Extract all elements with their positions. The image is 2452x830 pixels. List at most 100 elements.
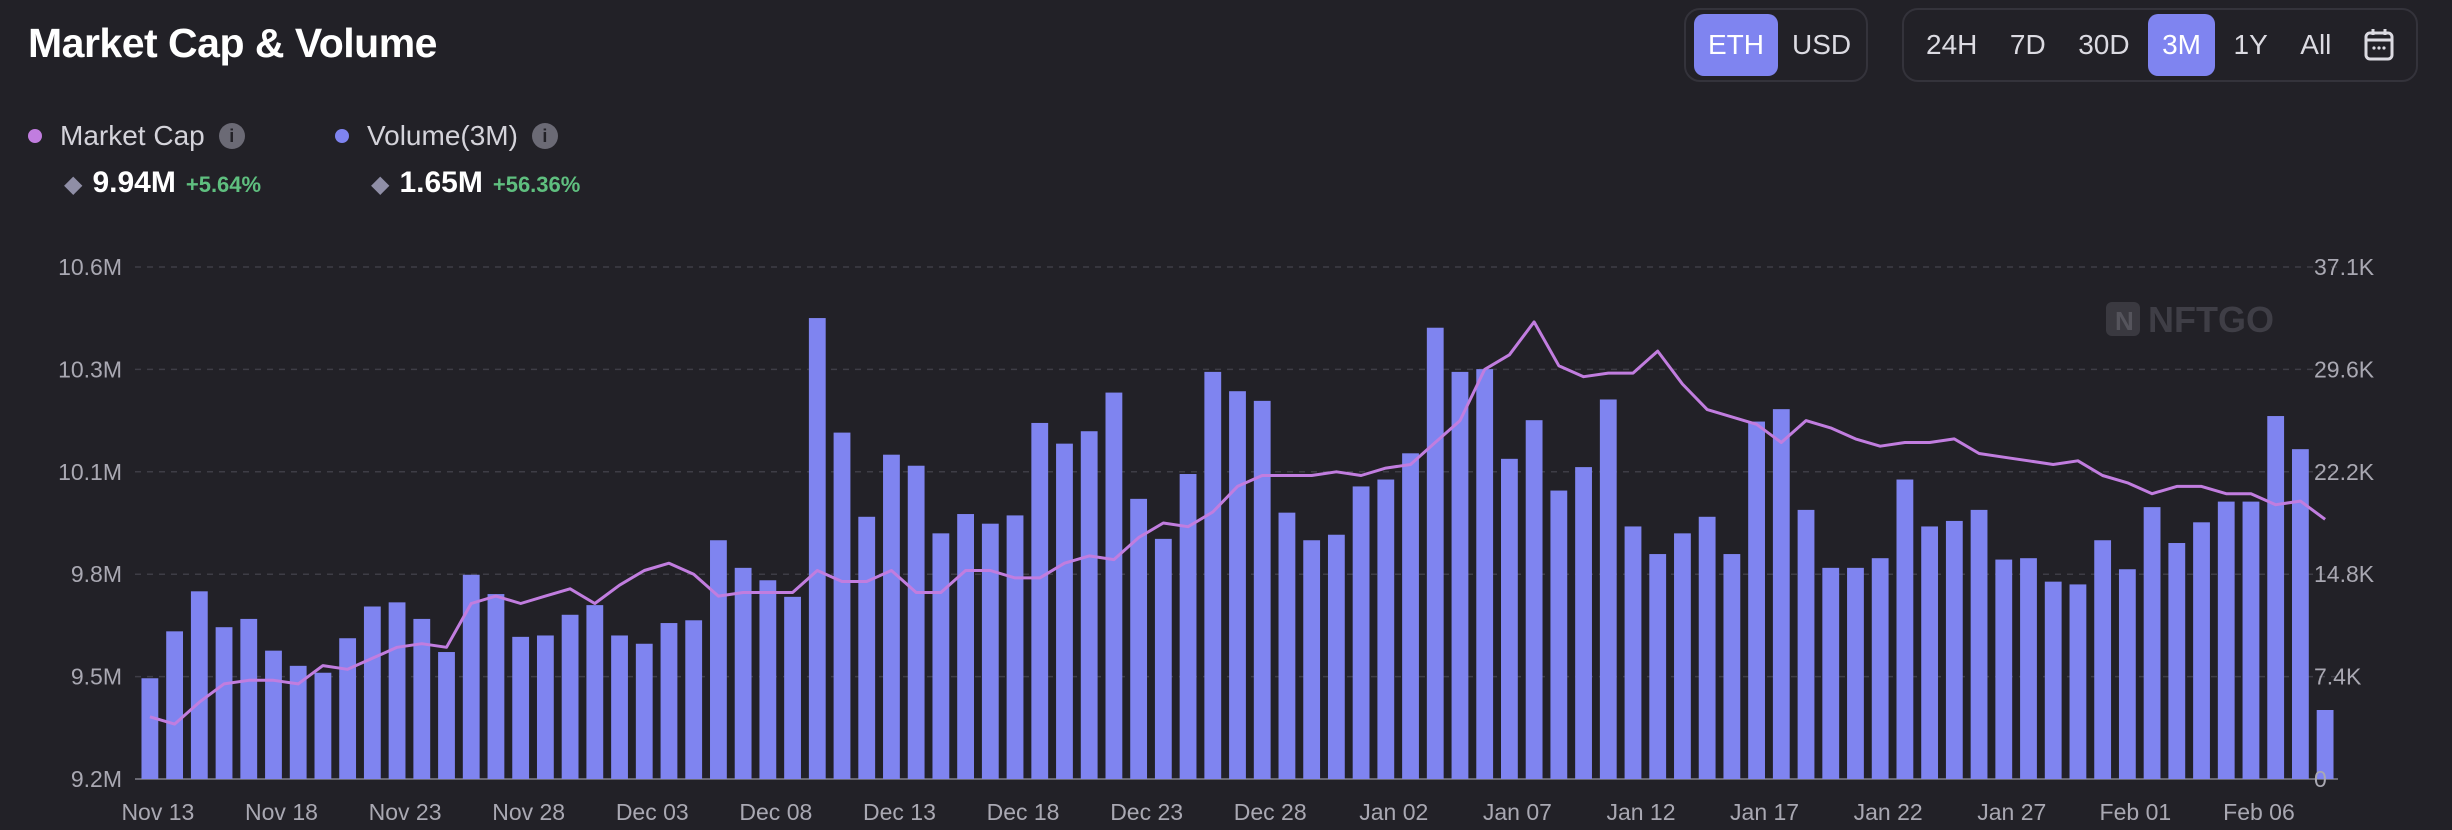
y-right-tick-label: 14.8K [2314, 561, 2375, 587]
volume-bar [1451, 371, 1469, 779]
volume-bar [734, 567, 752, 779]
x-tick-label: Dec 28 [1234, 799, 1307, 825]
y-right-tick-label: 29.6K [2314, 356, 2375, 382]
legend-volume[interactable]: Volume(3M) i ◆ 1.65M +56.36% [335, 120, 580, 200]
volume-bar [388, 602, 406, 779]
volume-bar [1970, 509, 1988, 779]
volume-bar [2242, 501, 2260, 779]
volume-bar [1723, 554, 1741, 779]
volume-bar [339, 638, 357, 779]
volume-bar [1945, 520, 1963, 779]
x-tick-label: Dec 03 [616, 799, 689, 825]
volume-bar [1525, 420, 1543, 779]
volume-bar [1995, 559, 2013, 779]
volume-bar [1253, 400, 1271, 779]
volume-change: +56.36% [492, 172, 581, 197]
volume-bar [1500, 458, 1518, 779]
y-left-tick-label: 10.6M [58, 254, 122, 280]
volume-bar [2193, 522, 2210, 779]
volume-bar [1303, 540, 1321, 779]
volume-bar [314, 672, 332, 779]
volume-bar [1327, 534, 1345, 779]
y-left-tick-label: 10.1M [58, 459, 122, 485]
volume-bar [1056, 443, 1073, 779]
volume-bar [1377, 479, 1395, 779]
volume-bar [363, 606, 381, 779]
market-cap-dot-icon [28, 129, 42, 143]
volume-bar [1698, 516, 1716, 779]
y-left-tick-label: 9.2M [71, 766, 122, 792]
info-icon[interactable]: i [218, 123, 245, 149]
volume-bar [635, 643, 653, 779]
volume-bar [710, 540, 727, 779]
volume-bar [932, 533, 950, 779]
volume-bar [957, 514, 975, 779]
x-tick-label: Nov 13 [121, 799, 194, 825]
volume-bar [611, 635, 628, 779]
volume-bar [141, 678, 159, 779]
x-tick-label: Jan 27 [1977, 799, 2046, 825]
volume-bar [1550, 490, 1568, 779]
range-all-button[interactable]: All [2300, 29, 2332, 60]
legend-market-cap[interactable]: Market Cap i ◆ 9.94M +5.64% [28, 120, 261, 200]
volume-bar [1624, 526, 1642, 779]
svg-text:NFTGO: NFTGO [2148, 299, 2274, 340]
volume-bar [1575, 467, 1592, 779]
volume-bar [190, 591, 208, 779]
market-cap-line [149, 320, 2326, 726]
volume-bar [1229, 391, 1246, 779]
x-tick-label: Dec 13 [863, 799, 936, 825]
volume-bar [561, 614, 579, 779]
eth-icon: ◆ [64, 171, 83, 198]
currency-toggle: ETH USD [1684, 8, 1868, 82]
volume-bar [883, 454, 900, 779]
x-tick-label: Nov 28 [492, 799, 565, 825]
volume-bar [2020, 558, 2037, 779]
volume-bar [240, 618, 258, 779]
range-3m-button[interactable]: 3M [2148, 14, 2215, 76]
eth-icon: ◆ [371, 171, 390, 198]
y-left-tick-label: 9.5M [71, 664, 122, 690]
range-1y-button[interactable]: 1Y [2233, 29, 2268, 60]
volume-bar [1130, 498, 1148, 779]
volume-bar [289, 665, 307, 779]
volume-bar [2044, 581, 2062, 779]
x-tick-label: Nov 18 [245, 799, 318, 825]
volume-bar [1871, 558, 1889, 779]
x-tick-label: Dec 18 [987, 799, 1060, 825]
volume-bar [1822, 567, 1840, 779]
range-30d-button[interactable]: 30D [2078, 29, 2130, 60]
x-tick-label: Jan 12 [1606, 799, 1675, 825]
y-right-tick-label: 0 [2314, 766, 2327, 792]
market-cap-change: +5.64% [185, 172, 262, 197]
volume-bar [413, 618, 431, 779]
volume-bar [1649, 554, 1667, 779]
x-tick-label: Jan 22 [1854, 799, 1923, 825]
legend-label: Market Cap [60, 120, 205, 151]
x-tick-label: Jan 02 [1359, 799, 1428, 825]
range-24h-button[interactable]: 24H [1926, 29, 1978, 60]
volume-bar [1105, 392, 1123, 779]
currency-eth-button[interactable]: ETH [1694, 14, 1778, 76]
market-cap-value: 9.94M [92, 166, 176, 199]
volume-bar [1031, 422, 1049, 779]
range-7d-button[interactable]: 7D [2009, 29, 2046, 60]
volume-bar [808, 318, 826, 779]
x-tick-label: Dec 23 [1110, 799, 1183, 825]
y-right-tick-label: 7.4K [2314, 664, 2362, 690]
volume-bar [1402, 453, 1419, 779]
volume-bar [2291, 449, 2309, 779]
info-icon[interactable]: i [531, 123, 558, 149]
x-tick-label: Feb 01 [2100, 799, 2172, 825]
currency-usd-button[interactable]: USD [1792, 29, 1852, 60]
volume-bar [1179, 474, 1197, 779]
volume-bar [215, 627, 233, 779]
volume-bar [2143, 507, 2161, 779]
volume-bar [833, 432, 851, 779]
legend-label: Volume(3M) [367, 120, 518, 151]
calendar-icon[interactable] [2350, 14, 2408, 76]
volume-bar [1204, 371, 1222, 779]
volume-bar [2267, 416, 2285, 779]
y-right-tick-label: 22.2K [2314, 459, 2375, 485]
